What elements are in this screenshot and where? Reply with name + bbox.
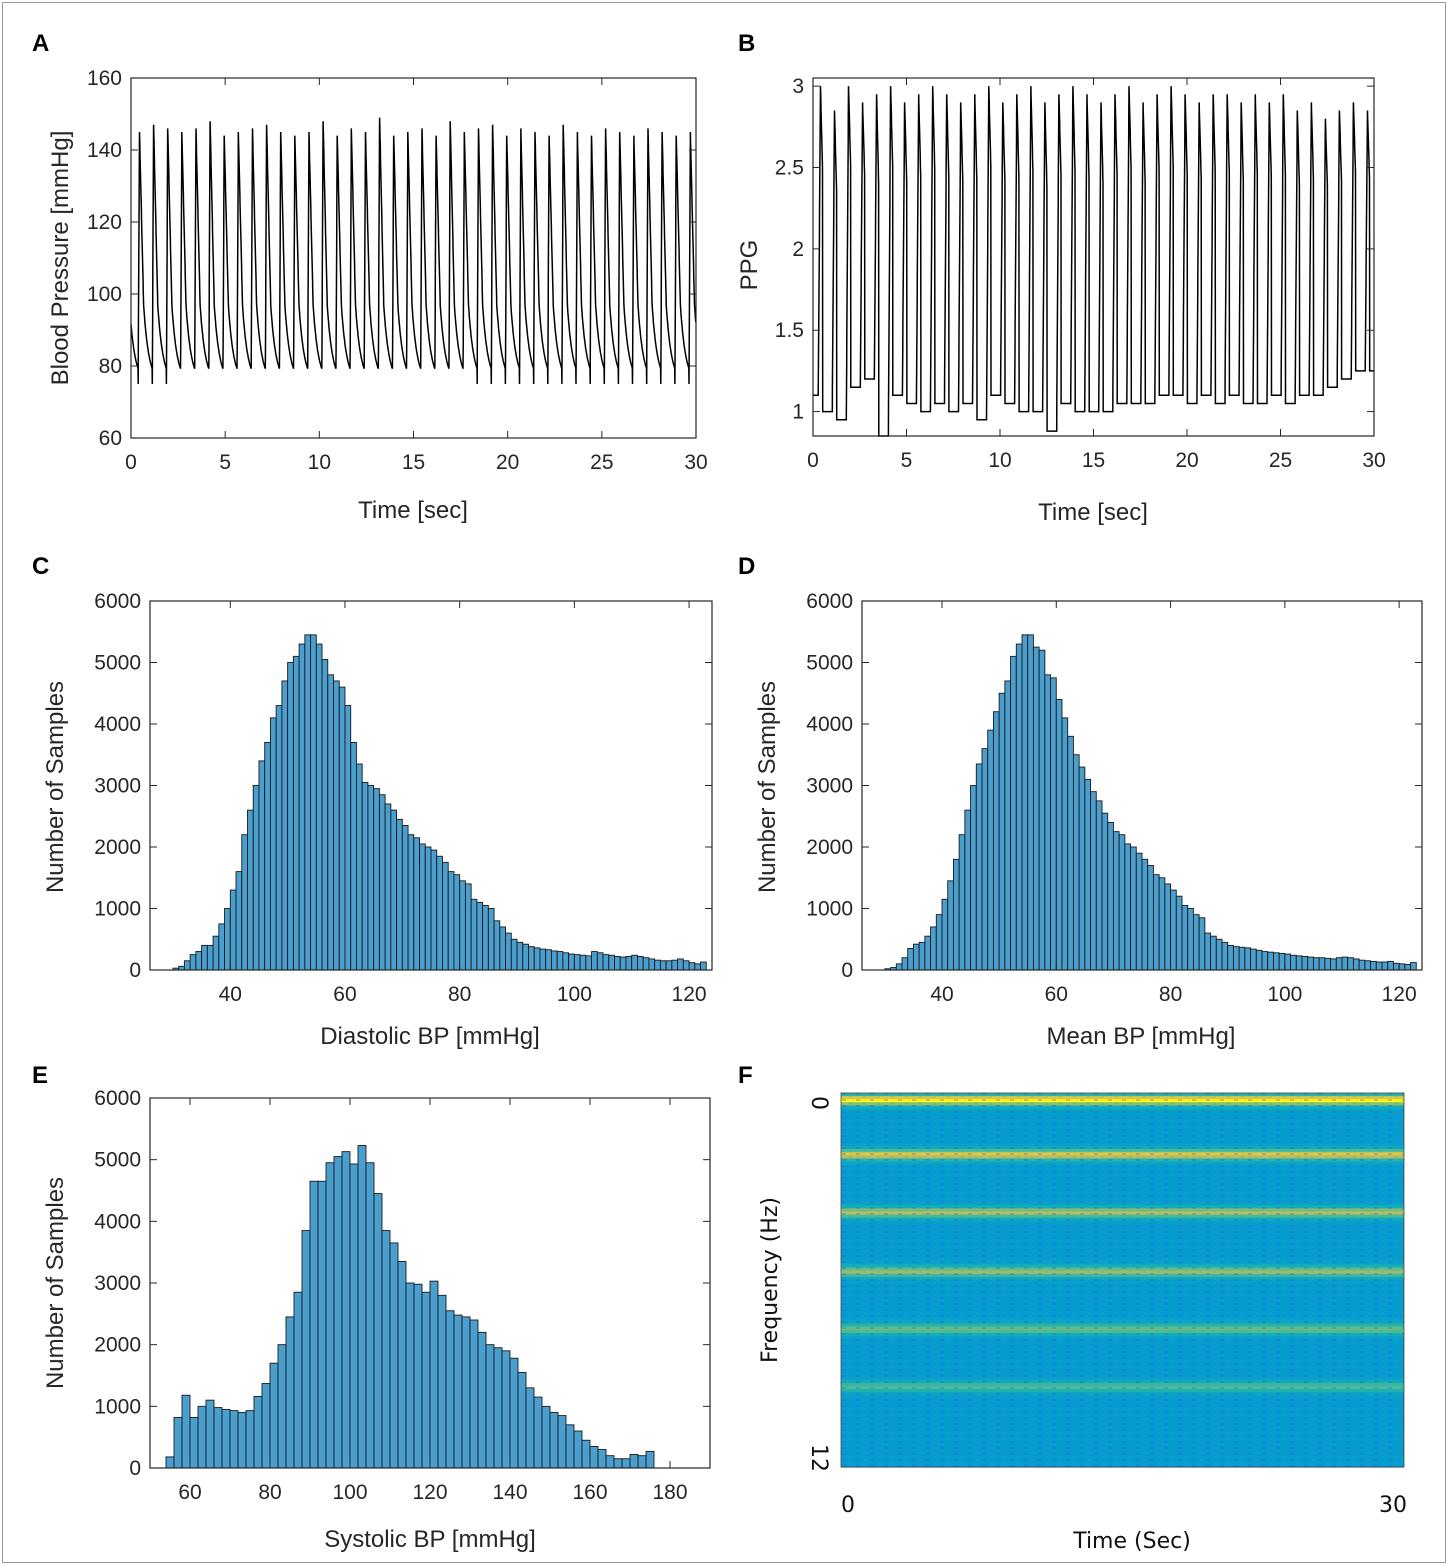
y-tick-label: 1 <box>792 401 804 424</box>
y-tick-label: 1.5 <box>775 319 804 342</box>
y-tick-label: 3 <box>792 75 804 98</box>
x-tick-label: 5 <box>219 451 231 474</box>
x-tick-label: 15 <box>402 451 425 474</box>
y-tick-label: 5000 <box>94 652 141 675</box>
spectrogram-noise <box>841 1093 1404 1467</box>
x-tick-label: 0 <box>125 451 137 474</box>
x-tick-label: 0 <box>841 1493 855 1518</box>
x-tick-label: 100 <box>1267 983 1302 1006</box>
x-tick-label: 25 <box>1269 449 1292 472</box>
y-axis-label: Number of Samples <box>42 1177 69 1389</box>
x-tick-label: 20 <box>1175 449 1198 472</box>
y-tick-label: 5000 <box>806 652 853 675</box>
x-tick-label: 180 <box>652 1481 687 1504</box>
x-tick-label: 120 <box>412 1481 447 1504</box>
y-tick-label: 3000 <box>94 1272 141 1295</box>
y-tick-label: 2 <box>792 238 804 261</box>
x-tick-label: 100 <box>557 983 592 1006</box>
y-tick-label: 6000 <box>94 1087 141 1110</box>
y-tick-label: 140 <box>87 139 122 162</box>
x-axis-label: Time [sec] <box>358 497 468 524</box>
panel-letter-a: A <box>32 30 50 57</box>
y-tick-label: 0 <box>806 1096 831 1110</box>
ppg-line <box>813 86 1374 437</box>
y-axis-label: Number of Samples <box>42 681 69 893</box>
x-axis-label: Time (Sec) <box>1072 1529 1191 1554</box>
x-axis-label: Systolic BP [mmHg] <box>324 1526 536 1553</box>
x-tick-label: 0 <box>807 449 819 472</box>
x-tick-label: 160 <box>572 1481 607 1504</box>
x-tick-label: 30 <box>1379 1493 1407 1518</box>
y-tick-label: 1000 <box>94 898 141 921</box>
y-tick-label: 0 <box>841 959 853 982</box>
y-tick-label: 2000 <box>94 1334 141 1357</box>
y-tick-label: 6000 <box>806 590 853 613</box>
x-tick-label: 30 <box>684 451 707 474</box>
x-tick-label: 30 <box>1362 449 1385 472</box>
y-tick-label: 5000 <box>94 1149 141 1172</box>
y-tick-label: 160 <box>87 67 122 90</box>
y-tick-label: 4000 <box>94 713 141 736</box>
panel-letter-c: C <box>32 553 50 580</box>
x-tick-label: 25 <box>590 451 613 474</box>
y-tick-label: 1000 <box>806 898 853 921</box>
y-tick-label: 6000 <box>94 590 141 613</box>
y-tick-label: 0 <box>129 959 141 982</box>
x-tick-label: 40 <box>930 983 953 1006</box>
y-axis-label: Blood Pressure [mmHg] <box>47 131 74 386</box>
plot-area <box>131 78 696 438</box>
x-axis-label: Diastolic BP [mmHg] <box>320 1023 540 1050</box>
x-tick-label: 100 <box>332 1481 367 1504</box>
panel-letter-e: E <box>32 1062 49 1089</box>
x-tick-label: 20 <box>496 451 519 474</box>
x-tick-label: 140 <box>492 1481 527 1504</box>
x-tick-label: 40 <box>219 983 242 1006</box>
x-tick-label: 10 <box>308 451 331 474</box>
y-tick-label: 4000 <box>806 713 853 736</box>
y-tick-label: 60 <box>99 427 122 450</box>
y-tick-label: 80 <box>99 355 122 378</box>
y-tick-label: 2000 <box>806 836 853 859</box>
y-tick-label: 2000 <box>94 836 141 859</box>
y-axis-label: PPG <box>736 240 763 291</box>
y-tick-label: 120 <box>87 211 122 234</box>
x-tick-label: 60 <box>178 1481 201 1504</box>
x-tick-label: 80 <box>258 1481 281 1504</box>
x-tick-label: 10 <box>988 449 1011 472</box>
x-axis-label: Mean BP [mmHg] <box>1047 1023 1236 1050</box>
x-tick-label: 15 <box>1082 449 1105 472</box>
y-tick-label: 100 <box>87 283 122 306</box>
x-tick-label: 60 <box>333 983 356 1006</box>
x-axis-label: Time [sec] <box>1038 499 1148 526</box>
y-tick-label: 2.5 <box>775 157 804 180</box>
x-tick-label: 80 <box>1159 983 1182 1006</box>
y-tick-label: 0 <box>129 1457 141 1480</box>
x-tick-label: 80 <box>448 983 471 1006</box>
panel-letter-b: B <box>738 30 756 57</box>
y-axis-label: Frequency (Hz) <box>758 1197 783 1363</box>
y-tick-label: 12 <box>806 1444 831 1472</box>
x-tick-label: 120 <box>1382 983 1417 1006</box>
x-tick-label: 60 <box>1045 983 1068 1006</box>
panel-letter-d: D <box>738 553 756 580</box>
y-tick-label: 4000 <box>94 1210 141 1233</box>
x-tick-label: 120 <box>672 983 707 1006</box>
x-tick-label: 5 <box>901 449 913 472</box>
blood-pressure-line <box>130 117 697 385</box>
panel-letter-f: F <box>738 1062 753 1089</box>
y-axis-label: Number of Samples <box>754 681 781 893</box>
y-tick-label: 3000 <box>806 775 853 798</box>
y-tick-label: 3000 <box>94 775 141 798</box>
y-tick-label: 1000 <box>94 1395 141 1418</box>
spectrogram-border <box>840 1092 1405 1468</box>
